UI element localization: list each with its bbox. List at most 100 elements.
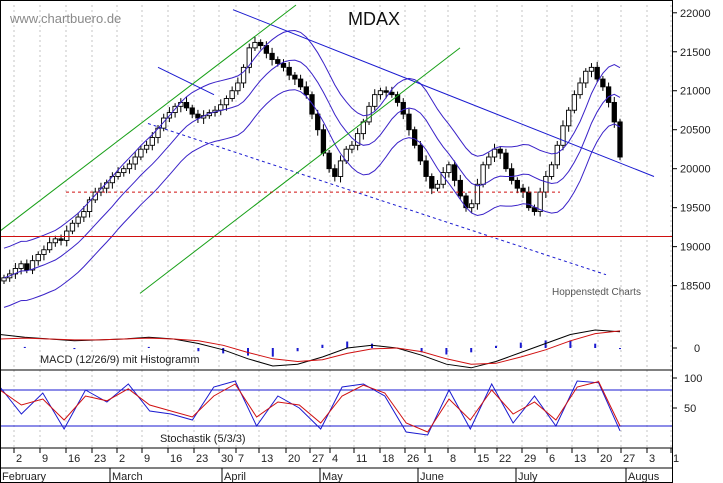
- uptrend-green-1: [0, 4, 297, 232]
- grid-lines: [13, 5, 672, 448]
- source-note: Hoppenstedt Charts: [552, 287, 641, 298]
- candle-up: [81, 211, 87, 218]
- x-tick-label: 11: [356, 453, 367, 465]
- candle-down: [508, 168, 515, 181]
- bollinger-upper: [3, 29, 621, 249]
- macd-panel: [0, 329, 621, 369]
- bollinger-middle: [3, 59, 621, 279]
- x-tick-label: 13: [574, 453, 586, 465]
- candle-up: [491, 148, 498, 158]
- candle-up: [109, 176, 116, 184]
- signal-line: [0, 330, 621, 365]
- candle-down: [280, 63, 287, 68]
- candle-down: [611, 101, 617, 123]
- x-tick-label: 27: [312, 453, 324, 465]
- candle-down: [520, 187, 526, 193]
- candle-up: [126, 163, 133, 170]
- candle-up: [218, 104, 224, 111]
- candle-down: [183, 101, 190, 109]
- x-tick-label: 27: [623, 453, 635, 465]
- candle-down: [605, 86, 612, 103]
- candle-down: [189, 107, 195, 115]
- candle-down: [58, 238, 64, 241]
- x-tick-label: 9: [144, 453, 150, 465]
- candle-up: [161, 117, 167, 129]
- x-tick-label: 2: [119, 453, 125, 465]
- chart-title: MDAX: [348, 9, 400, 29]
- candle-down: [292, 74, 298, 80]
- candle-up: [121, 168, 127, 174]
- x-tick-label: 1: [427, 453, 433, 465]
- y-tick-label: 19500: [680, 203, 711, 215]
- x-tick-label: 22: [499, 453, 511, 465]
- y-tick-label: 20500: [680, 125, 711, 137]
- downtrend-line: [232, 9, 655, 177]
- x-tick-label: 16: [68, 453, 80, 465]
- candle-down: [258, 41, 264, 46]
- candle-down: [275, 59, 281, 64]
- candle-down: [286, 66, 292, 76]
- y-tick-label: 18500: [680, 281, 711, 293]
- candle-down: [594, 66, 600, 80]
- x-tick-label: 30: [221, 453, 233, 465]
- y-tick-label: 20000: [680, 164, 711, 176]
- candle-down: [383, 90, 389, 93]
- x-tick-label: 2: [16, 453, 22, 465]
- x-tick-label: 23: [94, 453, 106, 465]
- candle-down: [303, 86, 309, 96]
- candle-up: [554, 144, 560, 166]
- candle-up: [223, 98, 230, 106]
- x-month-label: April: [224, 471, 246, 483]
- x-tick-label: 26: [407, 453, 419, 465]
- candle-up: [588, 66, 595, 72]
- candle-down: [451, 164, 458, 181]
- candle-up: [446, 164, 452, 174]
- candle-up: [469, 203, 475, 209]
- stoch-d-line: [0, 381, 621, 433]
- candle-up: [149, 137, 155, 146]
- x-tick-label: 6: [549, 453, 555, 465]
- candle-down: [503, 152, 509, 170]
- candle-up: [138, 148, 144, 158]
- y-tick-label: 21000: [680, 86, 711, 98]
- x-month-label: June: [420, 471, 444, 483]
- candle-down: [417, 144, 424, 162]
- candle-up: [486, 156, 492, 166]
- candle-down: [514, 179, 520, 189]
- candle-up: [229, 90, 235, 99]
- downtrend-dashed: [147, 123, 607, 276]
- y-tick-label: 100: [684, 373, 702, 385]
- candle-down: [531, 207, 538, 213]
- candle-down: [617, 121, 623, 158]
- candle-down: [394, 94, 401, 103]
- candle-up: [92, 191, 98, 201]
- x-tick-label: 7: [238, 453, 244, 465]
- flag-upper: [157, 66, 215, 96]
- x-tick-label: 8: [450, 453, 456, 465]
- candle-up: [69, 222, 76, 232]
- candle-up: [86, 199, 93, 213]
- candle-down: [332, 168, 338, 177]
- candle-up: [354, 133, 361, 146]
- x-month-label: February: [2, 471, 47, 483]
- candle-up: [35, 253, 41, 262]
- candle-down: [326, 152, 332, 170]
- candle-up: [246, 47, 252, 68]
- candle-up: [566, 109, 572, 127]
- x-tick-label: 16: [170, 453, 182, 465]
- bollinger-lower: [3, 89, 621, 308]
- candle-down: [389, 91, 395, 96]
- candle-up: [1, 277, 7, 282]
- candle-up: [46, 242, 53, 251]
- x-tick-label: 18: [382, 453, 394, 465]
- x-month-label: July: [518, 471, 538, 483]
- candle-up: [372, 94, 378, 107]
- candle-down: [195, 113, 201, 119]
- candle-down: [269, 52, 275, 61]
- x-tick-label: 3: [649, 453, 655, 465]
- y-tick-label: 19000: [680, 242, 711, 254]
- x-tick-label: 20: [600, 453, 612, 465]
- candle-down: [457, 179, 463, 197]
